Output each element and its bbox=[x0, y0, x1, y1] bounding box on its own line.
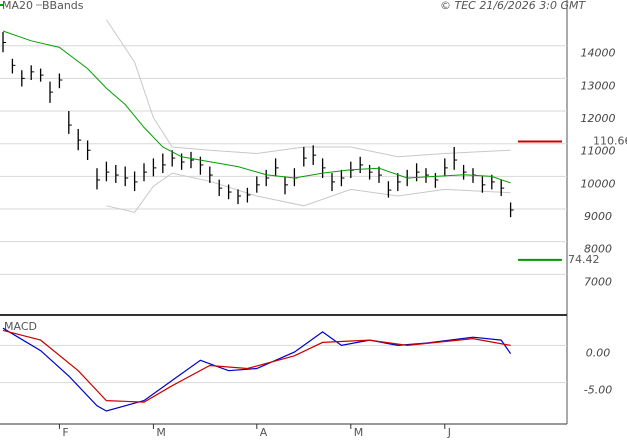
level-label: 74.42 bbox=[568, 253, 600, 266]
y-tick-label: 10000 bbox=[581, 177, 616, 190]
y-tick-label: 11000 bbox=[581, 145, 616, 158]
x-tick-label: A bbox=[260, 426, 268, 439]
legend-label: BBands bbox=[42, 0, 84, 12]
copyright: © TEC 21/6/2026 3:0 GMT bbox=[440, 0, 586, 12]
indicator-line bbox=[2, 329, 511, 403]
y-tick-label: 12000 bbox=[581, 112, 616, 125]
ma20-line bbox=[2, 30, 511, 184]
legend-label: MA20 bbox=[2, 0, 33, 12]
x-tick-label: F bbox=[62, 426, 68, 439]
macd-title: MACD bbox=[4, 320, 37, 333]
y-tick-label: 13000 bbox=[581, 79, 616, 92]
x-tick-label: M bbox=[156, 426, 166, 439]
y-tick-label: 0.00 bbox=[586, 346, 611, 359]
y-tick-label: 7000 bbox=[584, 275, 612, 288]
y-tick-label: -5.00 bbox=[584, 384, 612, 397]
bband-lower bbox=[106, 172, 511, 213]
y-tick-label: 14000 bbox=[581, 47, 616, 60]
x-tick-label: M bbox=[354, 426, 364, 439]
y-tick-label: 9000 bbox=[584, 210, 612, 223]
x-tick-label: J bbox=[447, 426, 451, 439]
level-label: 110.66 bbox=[593, 135, 627, 148]
y-tick-label: 8000 bbox=[584, 243, 612, 256]
bband-upper bbox=[105, 19, 511, 158]
